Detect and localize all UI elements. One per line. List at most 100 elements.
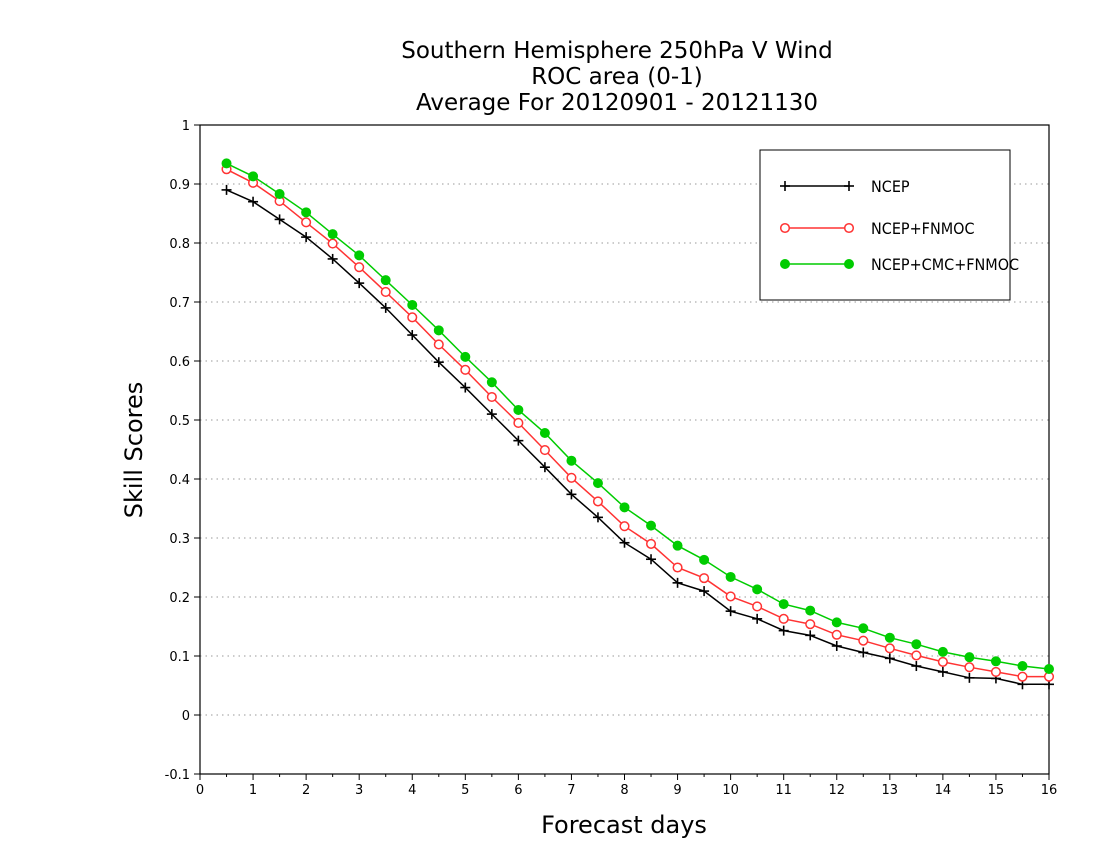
legend-marker (843, 222, 855, 234)
y-tick-label: 0.2 (169, 591, 190, 606)
x-tick-label: 12 (828, 783, 845, 798)
data-point (672, 540, 683, 551)
legend-marker (844, 259, 854, 269)
data-point (884, 653, 895, 664)
x-tick-label: 3 (355, 783, 363, 798)
data-point (937, 666, 948, 677)
data-point (301, 232, 312, 243)
legend-label: NCEP+FNMOC (871, 219, 975, 238)
y-tick-label: 0.6 (169, 355, 190, 370)
data-point (221, 158, 232, 169)
chart-title: Southern Hemisphere 250hPa V Wind ROC ar… (401, 38, 832, 116)
data-point (354, 262, 365, 273)
legend: NCEP NCEP+FNMOC NCEP+CMC+FNMOC (759, 149, 1019, 301)
data-point (354, 250, 365, 261)
x-tick-label: 0 (196, 783, 204, 798)
data-point (354, 278, 365, 289)
data-point (831, 640, 842, 651)
data-point (407, 312, 418, 323)
legend-entry: NCEP+FNMOC (779, 219, 975, 238)
data-point (646, 554, 657, 565)
data-point (911, 650, 922, 661)
x-axis-label: Forecast days (541, 811, 707, 839)
data-point (407, 330, 418, 341)
x-tick-label: 15 (988, 783, 1005, 798)
data-point (725, 606, 736, 617)
data-point (805, 605, 816, 616)
data-point (831, 617, 842, 628)
data-point (937, 656, 948, 667)
data-point (752, 601, 763, 612)
data-point (327, 229, 338, 240)
data-point (672, 562, 683, 573)
data-point (619, 537, 630, 548)
data-point (911, 639, 922, 650)
data-point (884, 632, 895, 643)
data-point (619, 502, 630, 513)
legend-label: NCEP (871, 177, 910, 196)
series-ncep (221, 184, 1054, 690)
data-point (539, 427, 550, 438)
y-axis: -0.1 0 0.1 0.2 0.3 0.4 0.5 0.6 0.7 0.8 0.9 1 (165, 119, 200, 783)
data-point (433, 357, 444, 368)
data-point (990, 656, 1001, 667)
y-tick-label: 0.4 (169, 473, 190, 488)
x-tick-label: 13 (882, 783, 899, 798)
data-point (566, 455, 577, 466)
data-point (248, 171, 259, 182)
legend-marker (779, 222, 791, 234)
y-tick-label: 0 (182, 709, 190, 724)
x-axis: 0 1 2 3 4 5 6 7 8 9 10 11 12 13 14 15 16 (196, 774, 1057, 798)
data-point (699, 573, 710, 584)
data-point (380, 275, 391, 286)
data-point (964, 672, 975, 683)
y-axis-label: Skill Scores (120, 382, 148, 519)
data-point (964, 652, 975, 663)
data-point (274, 189, 285, 200)
y-tick-label: 0.9 (169, 178, 190, 193)
data-point (539, 462, 550, 473)
y-tick-label: -0.1 (165, 768, 190, 783)
x-tick-label: 10 (722, 783, 739, 798)
data-point (566, 472, 577, 483)
data-point (645, 538, 657, 549)
data-point (752, 613, 763, 624)
data-point (566, 489, 577, 500)
data-point (858, 635, 869, 646)
data-point (937, 646, 948, 657)
x-tick-label: 14 (935, 783, 952, 798)
data-point (592, 496, 604, 507)
x-tick-label: 16 (1041, 783, 1058, 798)
data-point (433, 339, 444, 350)
data-point (858, 623, 869, 634)
data-point (486, 377, 497, 388)
series-ncep-cmc-fnmoc (221, 158, 1054, 674)
legend-label: NCEP+CMC+FNMOC (871, 255, 1019, 274)
data-point (672, 577, 683, 588)
y-tick-label: 1 (182, 119, 190, 134)
data-point (221, 184, 232, 195)
data-point (805, 619, 816, 630)
title-line-1: Southern Hemisphere 250hPa V Wind (401, 38, 832, 64)
data-point (1017, 661, 1028, 672)
x-tick-label: 8 (620, 783, 628, 798)
x-tick-label: 11 (775, 783, 792, 798)
data-point (407, 299, 418, 310)
data-point (592, 478, 603, 489)
data-point (990, 666, 1001, 677)
x-tick-label: 5 (461, 783, 469, 798)
legend-marker (780, 259, 790, 269)
data-point (301, 217, 312, 228)
data-point (964, 662, 975, 673)
data-point (592, 512, 603, 523)
data-point (460, 382, 471, 393)
data-point (301, 207, 312, 218)
data-point (752, 584, 763, 595)
data-point (513, 417, 524, 429)
data-point (274, 214, 285, 225)
data-point (460, 364, 471, 375)
legend-entry: NCEP+CMC+FNMOC (780, 255, 1019, 274)
data-point (699, 586, 710, 597)
series (221, 158, 1055, 690)
